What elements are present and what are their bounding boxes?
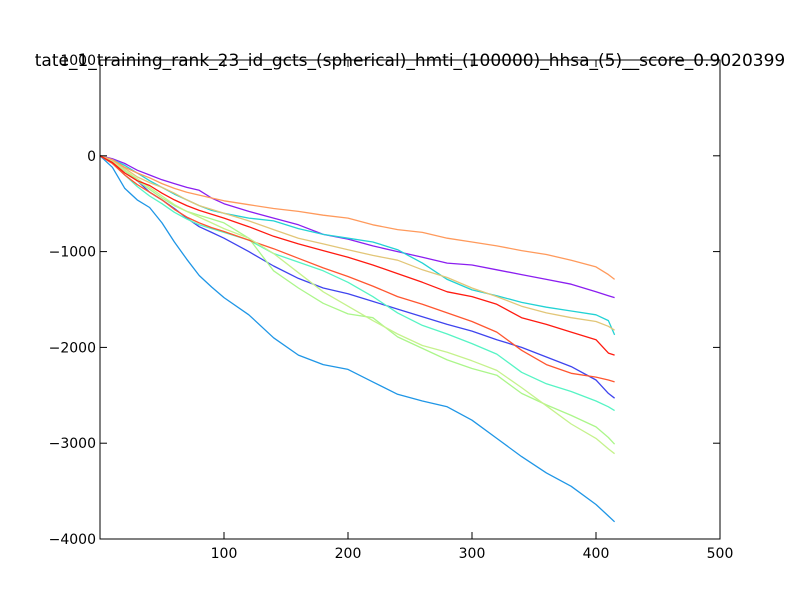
series-line-8	[99, 155, 615, 280]
y-tick-label: −1000	[49, 245, 96, 261]
chart-title: tate_1_training_rank_23_id_gcts_(spheric…	[35, 51, 785, 71]
y-tick-label: 1000	[60, 53, 96, 69]
axes-layer: 100 200 300 400 500 1000 0 −1000 −2000 −3000 −4000	[49, 53, 734, 562]
x-tick-label: 200	[335, 546, 362, 562]
series-line-1	[99, 155, 615, 299]
y-tick-label: 0	[87, 149, 96, 165]
series-line-4	[99, 155, 616, 336]
series-line-6	[99, 155, 616, 445]
series-layer	[99, 155, 616, 523]
x-tick-label: 500	[707, 546, 734, 562]
series-line-7	[99, 155, 615, 331]
series-line-3	[99, 155, 616, 523]
series-line-10	[99, 155, 615, 455]
y-tick-label: −4000	[49, 532, 96, 548]
series-line-11	[99, 155, 615, 356]
plot-frame	[99, 59, 721, 540]
series-line-9	[99, 155, 615, 383]
x-tick-label: 100	[211, 546, 238, 562]
x-tick-label: 300	[459, 546, 486, 562]
y-tick-label: −3000	[49, 436, 96, 452]
y-tick-label: −2000	[49, 340, 96, 356]
x-tick-label: 400	[583, 546, 610, 562]
series-line-5	[99, 155, 615, 412]
